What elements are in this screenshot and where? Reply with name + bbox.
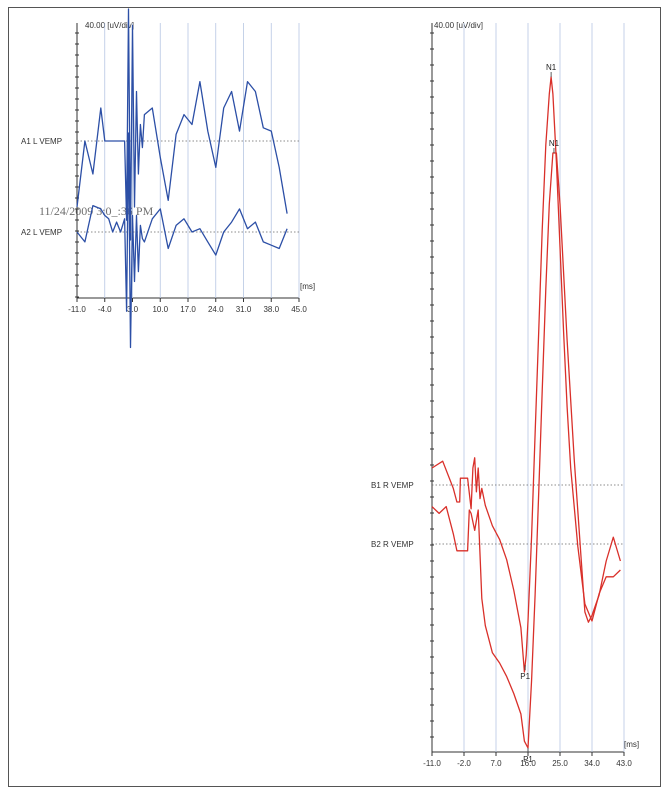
x-tick-label: -4.0 <box>98 305 112 314</box>
vemp-report-frame: 40.00 [uV/div] [ms] 11/24/2009 3:0_:36 P… <box>8 7 661 787</box>
x-tick-label: 7.0 <box>490 759 502 768</box>
peak-label: P1 <box>523 755 533 764</box>
series-line <box>431 76 621 673</box>
x-tick-label: 45.0 <box>291 305 307 314</box>
timestamp-watermark: 11/24/2009 3:0_:36 PM <box>39 204 154 218</box>
left-x-unit-label: [ms] <box>300 282 315 291</box>
x-tick-label: -11.0 <box>423 759 441 768</box>
x-tick-label: -11.0 <box>68 305 86 314</box>
series-label: B2 R VEMP <box>371 540 414 549</box>
right-x-unit-label: [ms] <box>624 740 639 749</box>
vemp-charts: 40.00 [uV/div] [ms] 11/24/2009 3:0_:36 P… <box>21 8 639 768</box>
peak-label: N1 <box>549 139 560 148</box>
x-tick-label: 10.0 <box>152 305 168 314</box>
series-label: B1 R VEMP <box>371 481 414 490</box>
series-label: A1 L VEMP <box>21 137 62 146</box>
x-tick-label: 17.0 <box>180 305 196 314</box>
series-line <box>76 8 288 241</box>
left-scale-label: 40.00 [uV/div] <box>85 21 134 30</box>
x-tick-label: 16.0 <box>520 759 536 768</box>
x-tick-label: 3.0 <box>127 305 139 314</box>
series-line <box>76 132 288 349</box>
x-tick-label: 31.0 <box>236 305 252 314</box>
x-tick-label: -2.0 <box>457 759 471 768</box>
peak-label: N1 <box>546 63 557 72</box>
series-label: A2 L VEMP <box>21 228 62 237</box>
x-tick-label: 34.0 <box>584 759 600 768</box>
right-scale-label: 40.00 [uV/div] <box>434 21 483 30</box>
x-tick-label: 43.0 <box>616 759 632 768</box>
x-tick-label: 25.0 <box>552 759 568 768</box>
x-tick-label: 38.0 <box>263 305 279 314</box>
x-tick-label: 24.0 <box>208 305 224 314</box>
chart-layer: -11.0 -4.0 3.0 10.0 17.0 24.0 31.0 38.0 45.0 A1 L… <box>21 8 632 768</box>
peak-label: P1 <box>520 672 530 681</box>
series-line <box>431 152 622 749</box>
